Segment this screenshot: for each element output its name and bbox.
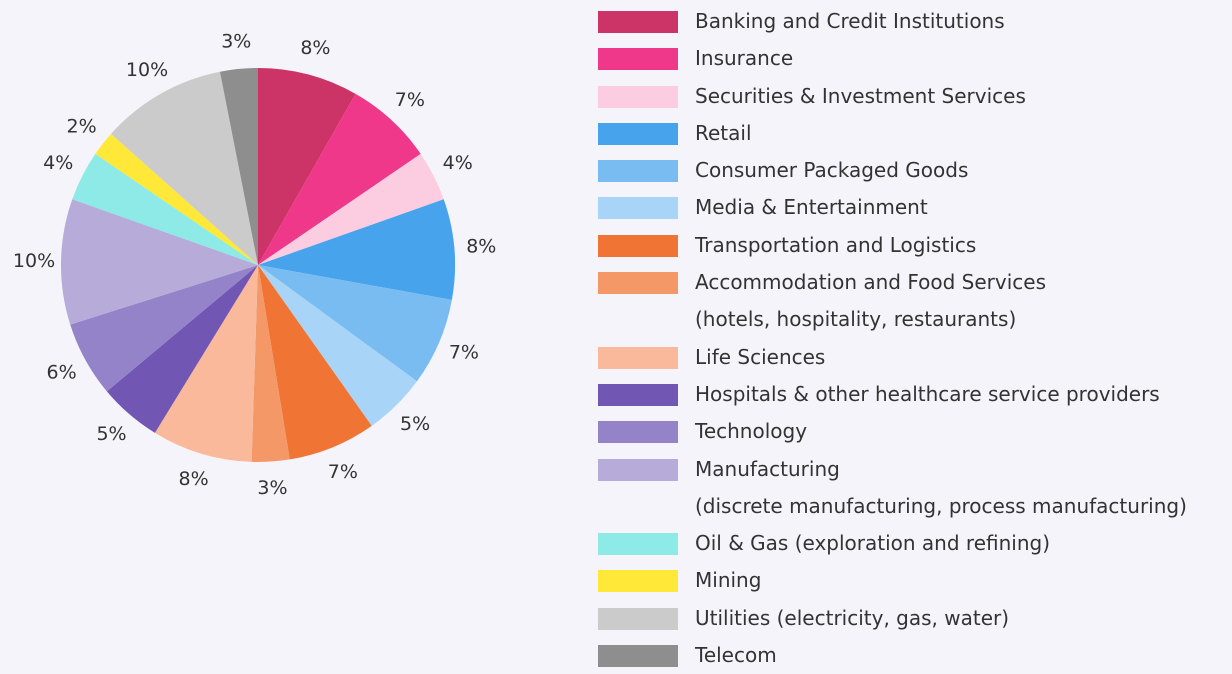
slice-label: 3% [221, 31, 251, 53]
legend-swatch [598, 11, 678, 33]
slice-label: 8% [179, 468, 209, 490]
pie-slice [258, 265, 418, 426]
slice-label: 6% [47, 361, 77, 383]
legend-item: Retail [598, 115, 1187, 152]
legend-label: Transportation and Logistics [695, 232, 977, 257]
legend-swatch [598, 346, 678, 369]
pie-chart: 8% 7% 4% 8% 7% 5% 7% 3% 8% 5% 6% 10% 4% 2% 10% 3% [13, 31, 496, 499]
legend-item: Accommodation and Food Services (hotels,… [598, 264, 1187, 339]
pie-slice [95, 133, 258, 265]
legend-item: Transportation and Logistics [598, 227, 1187, 264]
slice-label: 4% [443, 152, 473, 174]
legend-label: Manufacturing (discrete manufacturing, p… [695, 456, 1187, 518]
legend-swatch [598, 458, 678, 481]
legend-item: Telecom [598, 637, 1187, 674]
slice-label: 2% [67, 115, 97, 137]
slice-label: 10% [13, 250, 55, 272]
pie-slice [72, 153, 258, 265]
pie-slice [258, 153, 444, 265]
legend-item: Hospitals & other healthcare service pro… [598, 376, 1187, 413]
pie-slice [258, 265, 372, 460]
legend-item: Insurance [598, 40, 1187, 77]
legend-label: Telecom [695, 643, 777, 668]
legend-label: Life Sciences [695, 344, 826, 369]
legend-item: Life Sciences [598, 339, 1187, 376]
slice-label: 5% [400, 413, 430, 435]
legend-swatch [598, 383, 678, 406]
legend-label: Consumer Packaged Goods [695, 158, 969, 183]
pie-slice [61, 199, 259, 325]
legend-swatch [598, 272, 678, 295]
pie-slice [258, 68, 356, 265]
legend-item: Banking and Credit Institutions [598, 3, 1187, 40]
legend-label: Utilities (electricity, gas, water) [695, 605, 1010, 630]
legend-label: Technology [695, 419, 808, 444]
legend-label: Insurance [695, 46, 794, 71]
legend-swatch [598, 122, 678, 145]
slice-label: 8% [300, 37, 330, 59]
legend-label: Media & Entertainment [695, 195, 928, 220]
slice-label: 10% [126, 59, 168, 81]
legend-label: Hospitals & other healthcare service pro… [695, 381, 1160, 406]
legend-swatch [598, 421, 678, 444]
legend-item: Securities & Investment Services [598, 78, 1187, 115]
slice-label: 3% [257, 477, 287, 499]
pie-slice [251, 265, 290, 462]
legend-item: Technology [598, 413, 1187, 450]
slice-label: 8% [466, 235, 496, 257]
slice-label: 5% [96, 423, 126, 445]
pie-slice [258, 265, 452, 382]
slice-label: 7% [449, 342, 479, 364]
legend-label: Mining [695, 568, 762, 593]
pie-slice [106, 265, 259, 433]
legend-label: Accommodation and Food Services (hotels,… [695, 270, 1047, 332]
legend-item: Manufacturing (discrete manufacturing, p… [598, 451, 1187, 526]
slice-label: 7% [395, 89, 425, 111]
legend-swatch [598, 533, 678, 556]
legend-swatch [598, 570, 678, 593]
legend-label: Retail [695, 120, 752, 145]
legend-swatch [598, 197, 678, 220]
legend-item: Utilities (electricity, gas, water) [598, 600, 1187, 637]
pie-slice [70, 265, 259, 392]
legend-label: Securities & Investment Services [695, 83, 1026, 108]
legend-swatch [598, 234, 678, 257]
legend-label: Oil & Gas (exploration and refining) [695, 531, 1050, 556]
legend-swatch [598, 607, 678, 630]
pie-slice [219, 68, 258, 265]
slice-label: 4% [43, 152, 73, 174]
pie-slice [258, 93, 421, 265]
legend-swatch [598, 48, 678, 71]
pie-slice [154, 265, 258, 462]
legend-item: Mining [598, 562, 1187, 599]
legend-item: Oil & Gas (exploration and refining) [598, 525, 1187, 562]
legend-item: Consumer Packaged Goods [598, 152, 1187, 189]
legend-label: Banking and Credit Institutions [695, 9, 1005, 33]
legend-swatch [598, 160, 678, 183]
legend-swatch [598, 85, 678, 108]
legend: Banking and Credit Institutions Insurance… [598, 3, 1187, 674]
legend-item: Media & Entertainment [598, 189, 1187, 226]
slice-label: 7% [328, 461, 358, 483]
pie-slice [258, 199, 455, 300]
legend-swatch [598, 645, 678, 668]
pie-slice [111, 71, 259, 265]
